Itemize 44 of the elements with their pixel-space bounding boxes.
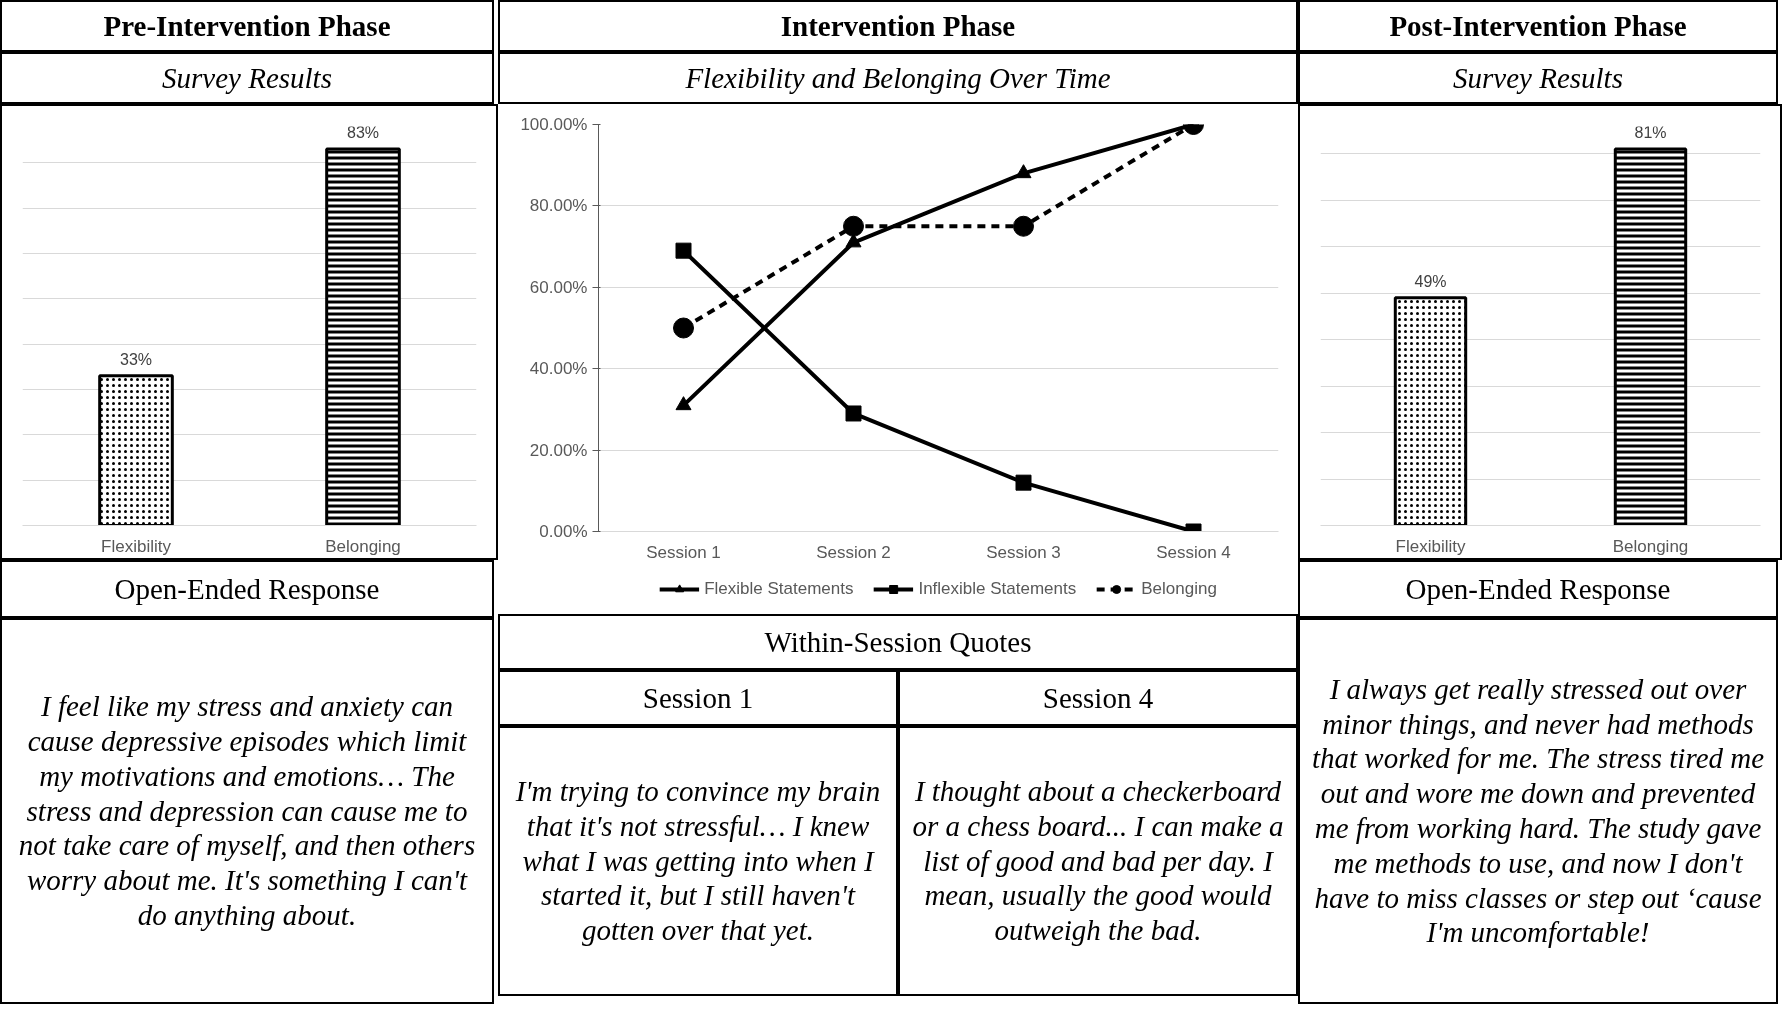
- point: [1015, 474, 1032, 491]
- x-tick-label: Session 2: [816, 542, 891, 562]
- chart-title: Pre-Intervention Phase: [103, 8, 391, 44]
- data-label: 33%: [119, 350, 153, 368]
- point: [843, 215, 864, 237]
- text: I always get really stressed out over minor things, and never had methods that worked for me. The stress tired me out and wore me down and prevented me from working hard. The study gave me methods to use, and now I don't have to miss classes or step out ‘cause I'm uncomfortable!: [1310, 671, 1766, 951]
- legend-label: Flexible Statements: [704, 579, 854, 599]
- x-tick-label: Session 4: [1156, 542, 1231, 562]
- y-tick-label: 40.00%: [529, 359, 588, 379]
- chart-subtitle: Survey Results: [162, 60, 332, 96]
- x-tick-label: Belonging: [325, 536, 401, 556]
- x-tick-label: Flexibility: [1395, 536, 1466, 556]
- text: I'm trying to convince my brain that it's not stressful… I knew what I was getting into when I started it, but I still haven't gotten over that yet.: [514, 774, 882, 948]
- x-tick-label: Belonging: [1612, 536, 1689, 556]
- data-label: 83%: [346, 124, 380, 142]
- point: [845, 405, 862, 422]
- y-tick-label: 60.00%: [529, 277, 588, 297]
- y-tick-label: 100.00%: [520, 115, 588, 134]
- y-tick-label: 80.00%: [529, 196, 588, 216]
- data-label: 81%: [1634, 124, 1667, 142]
- legend-label: Inflexible Statements: [918, 579, 1077, 599]
- y-tick-label: 20.00%: [529, 440, 588, 460]
- point: [1013, 215, 1034, 237]
- text: Open-Ended Response: [1405, 571, 1671, 607]
- x-tick-label: Flexibility: [101, 536, 172, 556]
- point: [675, 396, 692, 411]
- text: Session 1: [642, 680, 754, 716]
- x-tick-label: Session 1: [646, 542, 721, 562]
- y-tick-label: 0.00%: [539, 522, 588, 541]
- chart-title: Intervention Phase: [780, 8, 1016, 44]
- data-label: 49%: [1414, 272, 1447, 290]
- point: [1015, 164, 1032, 179]
- chart-subtitle: Flexibility and Belonging Over Time: [685, 60, 1111, 96]
- x-tick-label: Session 3: [986, 542, 1061, 562]
- legend-label: Belonging: [1141, 579, 1217, 599]
- point: [675, 242, 692, 259]
- text: I feel like my stress and anxiety can cause depressive episodes which limit my motivations and emotions… The stress and depression can cause me to not take care of myself, and then others worry about me. It's something I can't do anything about.: [17, 689, 477, 933]
- chart-subtitle: Survey Results: [1453, 60, 1623, 96]
- text: Open-Ended Response: [114, 571, 380, 607]
- point: [673, 317, 694, 339]
- text: Within-Session Quotes: [764, 624, 1032, 660]
- chart-title: Post-Intervention Phase: [1389, 8, 1687, 44]
- text: Session 4: [1042, 680, 1154, 716]
- text: I thought about a checkerboard or a chess board... I can make a list of good and bad per day. I mean, usually the good would outweigh the bad.: [911, 774, 1285, 948]
